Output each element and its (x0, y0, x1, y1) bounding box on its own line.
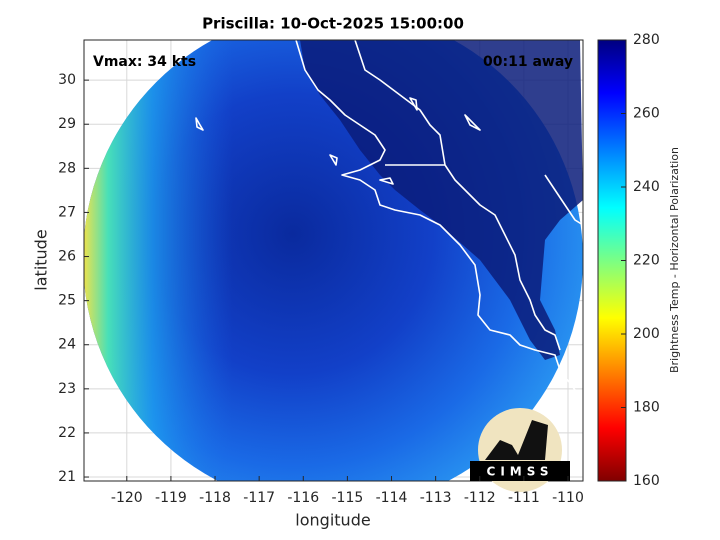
colorbar-tick-label: 180 (633, 400, 660, 416)
image-layer (84, 40, 583, 481)
colorbar-label: Brightness Temp - Horizontal Polarizatio… (668, 147, 681, 373)
y-tick-label: 28 (58, 160, 76, 176)
y-tick-label: 24 (58, 337, 76, 353)
plot-frame (83, 39, 584, 482)
colorbar-tick-label: 240 (633, 179, 660, 195)
x-tick-label: -113 (420, 490, 452, 506)
y-tick-label: 27 (58, 204, 76, 220)
colorbar-tick-label: 200 (633, 326, 660, 342)
x-tick-label: -112 (464, 490, 496, 506)
chart-title: Priscilla: 10-Oct-2025 15:00:00 (202, 15, 464, 33)
annotation: Vmax: 34 kts (93, 54, 196, 70)
colorbar-tick-label: 280 (633, 32, 660, 48)
x-tick-label: -110 (552, 490, 584, 506)
coastline (354, 40, 583, 351)
y-tick-label: 26 (58, 249, 76, 265)
colorbar-tick-label: 160 (633, 473, 660, 489)
y-axis-label: latitude (32, 229, 51, 290)
x-tick-label: -114 (376, 490, 408, 506)
x-tick-label: -119 (155, 490, 187, 506)
logo-text: CIMSS (487, 465, 554, 479)
colorbar-tick-label: 260 (633, 106, 660, 122)
logo: CIMSS (470, 408, 570, 492)
island (195, 97, 418, 166)
x-tick-label: -115 (332, 490, 364, 506)
y-tick-label: 29 (58, 116, 76, 132)
y-tick-label: 22 (58, 425, 76, 441)
y-tick-label: 25 (58, 293, 76, 309)
y-tick-label: 30 (58, 72, 76, 88)
logo-band (470, 461, 570, 481)
y-tick-label: 23 (58, 381, 76, 397)
coastline (295, 40, 576, 391)
x-tick-label: -111 (508, 490, 540, 506)
x-tick-label: -120 (111, 490, 143, 506)
gulf-region (300, 40, 583, 360)
annotation: 00:11 away (483, 54, 573, 70)
x-tick-label: -117 (243, 490, 275, 506)
colorbar-tick-label: 220 (633, 253, 660, 269)
y-tick-label: 21 (58, 469, 76, 485)
x-tick-label: -118 (199, 490, 231, 506)
x-tick-label: -116 (287, 490, 319, 506)
logo-silhouette (485, 420, 548, 460)
x-axis-label: longitude (295, 511, 370, 530)
